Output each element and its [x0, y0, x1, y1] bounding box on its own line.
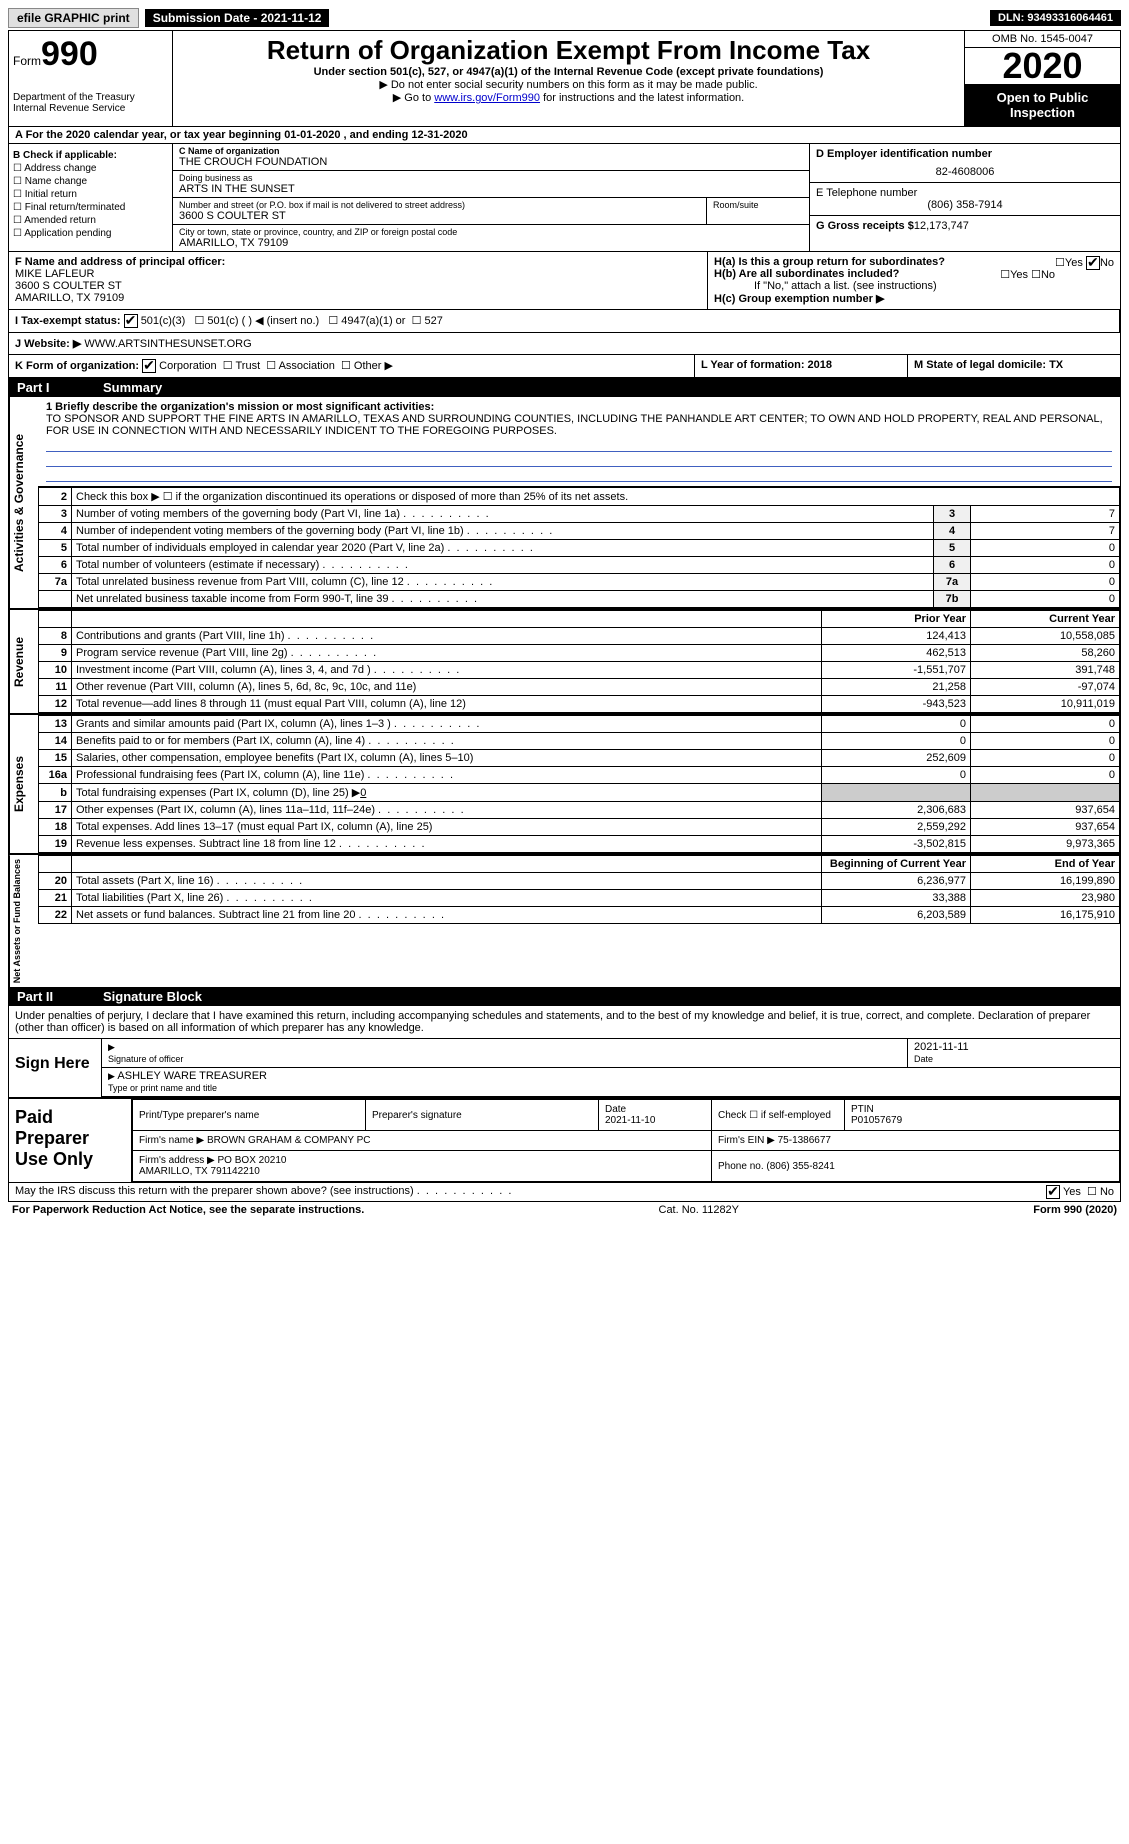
ptin: P01057679: [851, 1115, 902, 1126]
row-a-period: A For the 2020 calendar year, or tax yea…: [9, 127, 1120, 144]
part1-header: Part ISummary: [9, 378, 1120, 397]
v7b: 0: [971, 591, 1120, 608]
tab-governance: Activities & Governance: [9, 397, 38, 608]
street-address: 3600 S COULTER ST: [179, 210, 700, 222]
chk-501c3[interactable]: [124, 314, 138, 328]
chk-corp[interactable]: [142, 359, 156, 373]
discuss-yes[interactable]: [1046, 1185, 1060, 1199]
firm-name: BROWN GRAHAM & COMPANY PC: [207, 1135, 371, 1146]
state-domicile: M State of legal domicile: TX: [907, 355, 1120, 377]
dept-label: Department of the Treasury Internal Reve…: [13, 92, 168, 114]
signature-block: Under penalties of perjury, I declare th…: [9, 1006, 1120, 1097]
page-footer: For Paperwork Reduction Act Notice, see …: [8, 1202, 1121, 1218]
paid-preparer: Paid Preparer Use Only Print/Type prepar…: [9, 1097, 1120, 1182]
col-c-org-info: C Name of organization THE CROUCH FOUNDA…: [173, 144, 809, 251]
form-title: Return of Organization Exempt From Incom…: [181, 35, 956, 66]
firm-phone: (806) 355-8241: [766, 1161, 834, 1172]
irs-link[interactable]: www.irs.gov/Form990: [434, 92, 540, 104]
open-public: Open to Public Inspection: [965, 84, 1120, 126]
form-number: Form990: [13, 35, 168, 74]
group-return: H(a) Is this a group return for subordin…: [707, 252, 1120, 309]
v3: 7: [971, 506, 1120, 523]
sign-here-label: Sign Here: [9, 1039, 102, 1097]
city-state-zip: AMARILLO, TX 79109: [179, 237, 803, 249]
ein: 82-4608006: [816, 166, 1114, 178]
chk-initial-return[interactable]: Initial return: [13, 189, 168, 200]
mission-block: 1 Briefly describe the organization's mi…: [38, 397, 1120, 487]
chk-address-change[interactable]: Address change: [13, 163, 168, 174]
efile-print-button[interactable]: efile GRAPHIC print: [8, 8, 139, 28]
discuss-footer: May the IRS discuss this return with the…: [9, 1182, 1120, 1201]
dba-name: ARTS IN THE SUNSET: [179, 183, 803, 195]
col-b-checkboxes: B Check if applicable: Address change Na…: [9, 144, 173, 251]
col-de-ids: D Employer identification number 82-4608…: [809, 144, 1120, 251]
ha-no-check: [1086, 256, 1100, 270]
chk-amended[interactable]: Amended return: [13, 215, 168, 226]
top-toolbar: efile GRAPHIC print Submission Date - 20…: [8, 8, 1121, 28]
org-name: THE CROUCH FOUNDATION: [179, 156, 803, 168]
website: WWW.ARTSINTHESUNSET.ORG: [84, 338, 251, 350]
year-formation: L Year of formation: 2018: [694, 355, 907, 377]
form-subtitle: Under section 501(c), 527, or 4947(a)(1)…: [181, 66, 956, 78]
chk-app-pending[interactable]: Application pending: [13, 228, 168, 239]
v5: 0: [971, 540, 1120, 557]
phone: (806) 358-7914: [816, 199, 1114, 211]
link-note: ▶ Go to www.irs.gov/Form990 for instruct…: [181, 91, 956, 104]
submission-date: Submission Date - 2021-11-12: [145, 9, 330, 27]
tax-year: 2020: [965, 48, 1120, 84]
v4: 7: [971, 523, 1120, 540]
signer-name: ASHLEY WARE TREASURER: [117, 1070, 267, 1082]
part2-header: Part IISignature Block: [9, 987, 1120, 1006]
chk-final-return[interactable]: Final return/terminated: [13, 202, 168, 213]
gross-receipts: 12,173,747: [914, 220, 969, 232]
chk-name-change[interactable]: Name change: [13, 176, 168, 187]
tab-net-assets: Net Assets or Fund Balances: [9, 855, 38, 987]
tab-revenue: Revenue: [9, 610, 38, 713]
v6: 0: [971, 557, 1120, 574]
form-header: Form990 Department of the Treasury Inter…: [9, 31, 1120, 127]
v7a: 0: [971, 574, 1120, 591]
ssn-note: ▶ Do not enter social security numbers o…: [181, 78, 956, 91]
principal-officer: F Name and address of principal officer:…: [9, 252, 707, 309]
tab-expenses: Expenses: [9, 715, 38, 853]
dln-label: DLN: 93493316064461: [990, 10, 1121, 26]
form-container: Form990 Department of the Treasury Inter…: [8, 30, 1121, 1202]
firm-ein: 75-1386677: [778, 1135, 831, 1146]
